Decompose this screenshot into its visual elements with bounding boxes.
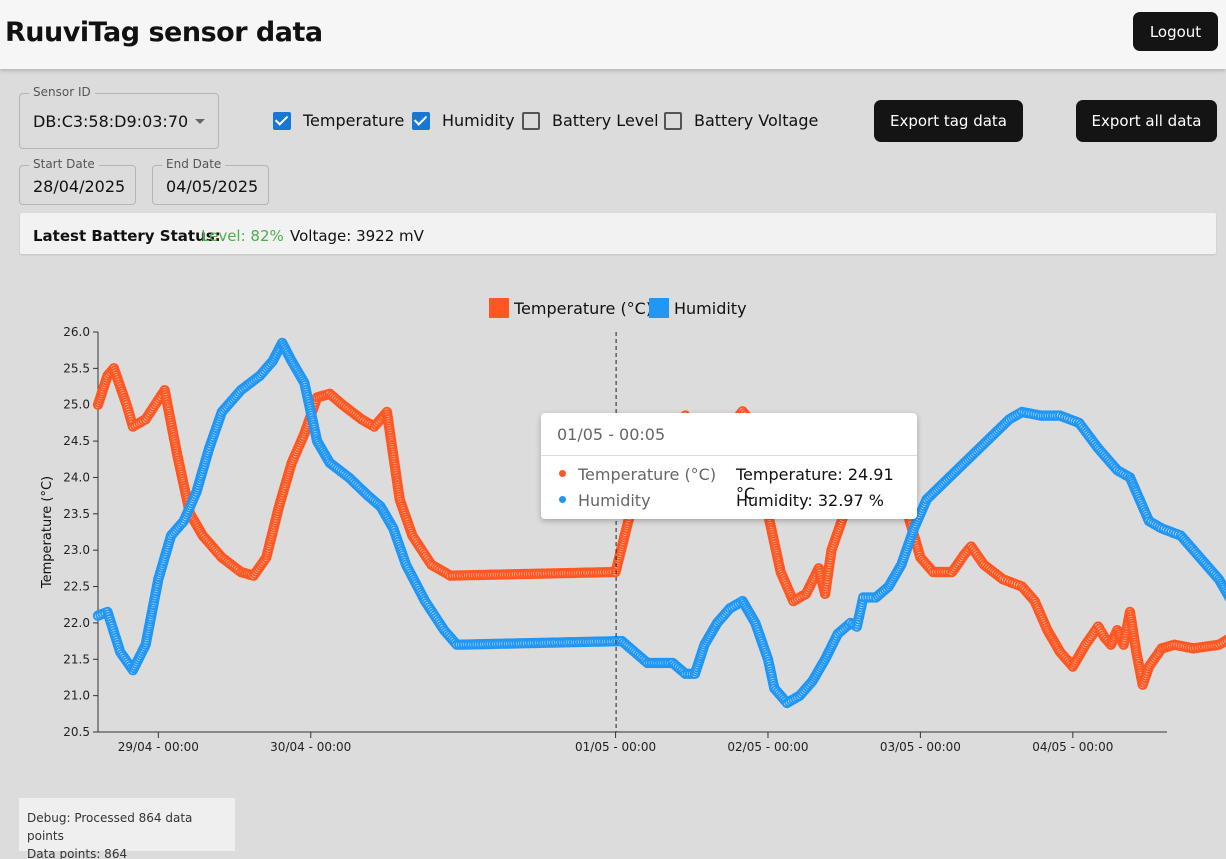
tooltip-temperature-dot (557, 468, 568, 479)
battery-status-bar: Latest Battery Status: Level: 82% Voltag… (20, 213, 1216, 254)
debug-line-count: Data points: 864 (27, 847, 128, 859)
x-tick-label: 02/05 - 00:00 (727, 740, 808, 754)
battery-voltage-checkbox[interactable] (664, 112, 682, 130)
y-tick-label: 22.0 (63, 616, 90, 630)
battery-voltage-text: Voltage: 3922 mV (290, 227, 424, 245)
sensor-id-value: DB:C3:58:D9:03:70 (33, 112, 189, 131)
start-date-label: Start Date (29, 157, 99, 171)
temperature-checkbox-label[interactable]: Temperature (303, 111, 405, 130)
start-date-field[interactable]: Start Date 28/04/2025 (19, 157, 136, 205)
y-tick-label: 24.0 (63, 470, 90, 484)
x-tick-label: 03/05 - 00:00 (880, 740, 961, 754)
y-tick-label: 20.5 (63, 725, 90, 739)
y-tick-label: 23.5 (63, 507, 90, 521)
export-all-data-button[interactable]: Export all data (1076, 100, 1217, 142)
x-tick-label: 01/05 - 00:00 (575, 740, 656, 754)
end-date-label: End Date (162, 157, 226, 171)
humidity-checkbox-label[interactable]: Humidity (442, 111, 515, 130)
x-tick-label: 30/04 - 00:00 (270, 740, 351, 754)
humidity-checkbox[interactable] (412, 112, 430, 130)
tooltip-temperature-name: Temperature (°C) (578, 465, 717, 484)
legend-label: Humidity (674, 299, 747, 318)
y-tick-label: 22.5 (63, 580, 90, 594)
debug-panel: Debug: Processed 864 data points Data po… (19, 798, 235, 859)
humidity-series (92, 337, 1226, 709)
end-date-field[interactable]: End Date 04/05/2025 (152, 157, 269, 205)
sensor-chart[interactable]: 20.5 21.0 21.5 22.0 22.5 23.0 23.5 24.0 24.5 25.0… (0, 280, 1226, 780)
debug-line-processed: Debug: Processed 864 data points (27, 811, 193, 843)
y-tick-label: 24.5 (63, 434, 90, 448)
end-date-value: 04/05/2025 (166, 177, 259, 196)
page-title: RuuviTag sensor data (5, 17, 323, 48)
battery-voltage-checkbox-label[interactable]: Battery Voltage (694, 111, 819, 130)
export-tag-data-button[interactable]: Export tag data (874, 100, 1023, 142)
tooltip-humidity-dot (557, 494, 568, 505)
chart-tooltip: 01/05 - 00:05 Temperature (°C) Temperatu… (541, 413, 917, 519)
start-date-value: 28/04/2025 (33, 177, 126, 196)
app-header: RuuviTag sensor data Logout (0, 0, 1226, 69)
legend-label: Temperature (°C) (513, 299, 652, 318)
battery-level-text: Level: 82% (201, 227, 284, 245)
x-tick-label: 04/05 - 00:00 (1032, 740, 1113, 754)
tooltip-humidity-name: Humidity (578, 491, 651, 510)
y-tick-label: 25.5 (63, 361, 90, 375)
chevron-down-icon (195, 119, 205, 124)
y-tick-label: 23.0 (63, 543, 90, 557)
tooltip-divider (541, 455, 917, 456)
y-axis-title: Temperature (°C) (40, 476, 55, 589)
y-tick-label: 21.0 (63, 689, 90, 703)
sensor-id-label: Sensor ID (29, 85, 95, 99)
temperature-checkbox[interactable] (273, 112, 291, 130)
legend-swatch-humidity (649, 298, 669, 318)
logout-button[interactable]: Logout (1133, 12, 1218, 51)
x-tick-label: 29/04 - 00:00 (118, 740, 199, 754)
battery-level-checkbox[interactable] (522, 112, 540, 130)
y-tick-label: 25.0 (63, 398, 90, 412)
chart-legend: Temperature (°C) Humidity (489, 298, 747, 318)
y-tick-label: 21.5 (63, 652, 90, 666)
tooltip-title: 01/05 - 00:05 (557, 425, 666, 444)
tooltip-temperature-value: Temperature: 24.91 °C (736, 465, 894, 503)
sensor-id-select[interactable]: Sensor ID DB:C3:58:D9:03:70 (19, 85, 219, 149)
y-tick-label: 26.0 (63, 325, 90, 339)
legend-swatch-temperature (489, 298, 509, 318)
battery-status-title: Latest Battery Status: (33, 227, 221, 245)
tooltip-humidity-value: Humidity: 32.97 % (736, 491, 884, 510)
battery-level-checkbox-label[interactable]: Battery Level (552, 111, 659, 130)
